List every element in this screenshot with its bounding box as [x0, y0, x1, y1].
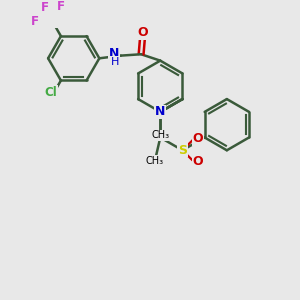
- Text: F: F: [40, 1, 49, 14]
- Text: N: N: [109, 47, 119, 60]
- Text: Cl: Cl: [44, 86, 57, 99]
- Text: N: N: [155, 105, 166, 119]
- Text: F: F: [31, 15, 39, 28]
- Text: CH₃: CH₃: [151, 130, 169, 140]
- Text: O: O: [137, 26, 148, 39]
- Text: O: O: [193, 132, 203, 145]
- Text: O: O: [193, 155, 203, 168]
- Text: F: F: [57, 0, 65, 13]
- Text: S: S: [178, 144, 187, 157]
- Text: H: H: [111, 56, 119, 67]
- Text: CH₃: CH₃: [146, 156, 164, 166]
